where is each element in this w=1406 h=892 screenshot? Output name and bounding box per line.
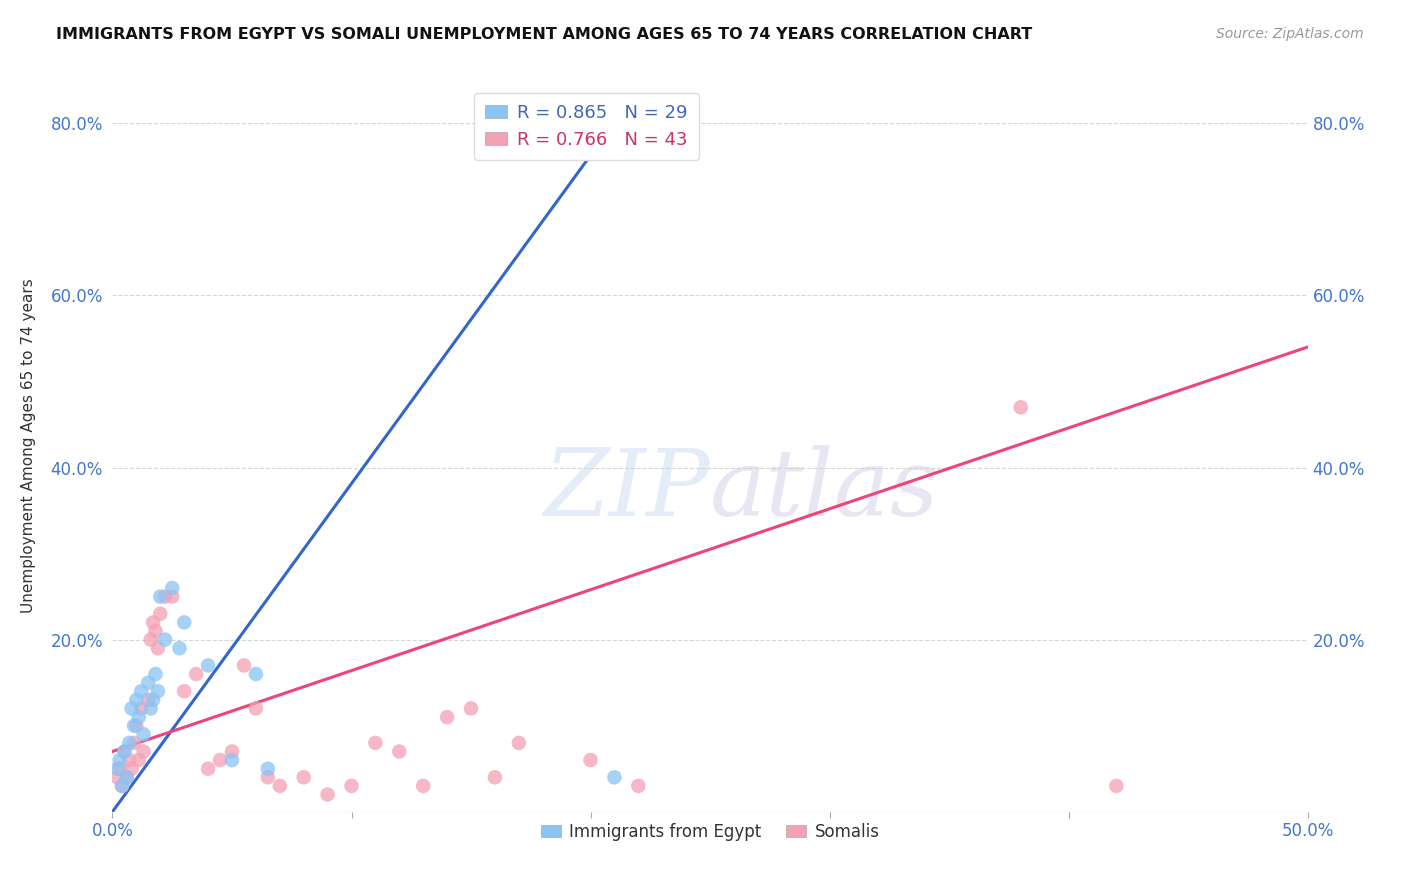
Point [111, 779, 134, 793]
Point [129, 684, 152, 698]
Point [292, 770, 315, 784]
Point [128, 710, 150, 724]
Point [146, 641, 169, 656]
Point [245, 701, 267, 715]
Point [105, 770, 128, 784]
Text: ZIP: ZIP [543, 445, 710, 535]
Point [162, 590, 183, 604]
Point [122, 719, 145, 733]
Point [132, 744, 155, 758]
Point [139, 632, 162, 647]
Point [108, 753, 131, 767]
Point [388, 744, 411, 758]
Point [316, 788, 339, 802]
Point [364, 736, 387, 750]
Point [145, 624, 167, 638]
Point [186, 667, 208, 681]
Point [412, 779, 434, 793]
Point [197, 658, 219, 673]
Point [209, 753, 232, 767]
Point [221, 753, 243, 767]
Point [149, 607, 172, 621]
Point [173, 615, 195, 630]
Point [257, 770, 280, 784]
Point [340, 779, 363, 793]
Text: atlas: atlas [710, 445, 939, 535]
Point [245, 667, 267, 681]
Point [115, 770, 138, 784]
Y-axis label: Unemployment Among Ages 65 to 74 years: Unemployment Among Ages 65 to 74 years [21, 278, 37, 614]
Point [115, 770, 138, 784]
Point [105, 762, 128, 776]
Point [138, 693, 160, 707]
Point [162, 581, 183, 595]
Point [125, 693, 148, 707]
Point [122, 736, 145, 750]
Point [142, 693, 165, 707]
Text: Source: ZipAtlas.com: Source: ZipAtlas.com [1216, 27, 1364, 41]
Point [108, 762, 131, 776]
Point [153, 590, 176, 604]
Point [1010, 401, 1032, 415]
Point [436, 710, 458, 724]
Point [114, 744, 135, 758]
Point [121, 762, 143, 776]
Point [257, 762, 280, 776]
Point [1105, 779, 1128, 793]
Point [128, 753, 150, 767]
Point [508, 125, 530, 139]
Point [169, 641, 191, 656]
Point [149, 590, 172, 604]
Point [484, 770, 506, 784]
Point [118, 736, 141, 750]
Point [138, 675, 160, 690]
Point [111, 779, 134, 793]
Point [145, 667, 167, 681]
Point [579, 753, 602, 767]
Point [146, 684, 169, 698]
Point [460, 701, 482, 715]
Point [139, 701, 162, 715]
Point [173, 684, 195, 698]
Point [125, 719, 148, 733]
Point [121, 701, 143, 715]
Point [197, 762, 219, 776]
Point [118, 753, 141, 767]
Point [603, 770, 626, 784]
Point [233, 658, 256, 673]
Text: IMMIGRANTS FROM EGYPT VS SOMALI UNEMPLOYMENT AMONG AGES 65 TO 74 YEARS CORRELATI: IMMIGRANTS FROM EGYPT VS SOMALI UNEMPLOY… [56, 27, 1032, 42]
Point [508, 736, 530, 750]
Point [132, 727, 155, 741]
Point [153, 632, 176, 647]
Point [221, 744, 243, 758]
Legend: Immigrants from Egypt, Somalis: Immigrants from Egypt, Somalis [534, 816, 886, 847]
Point [142, 615, 165, 630]
Point [568, 125, 591, 139]
Point [627, 779, 650, 793]
Point [114, 744, 135, 758]
Point [269, 779, 291, 793]
Point [129, 701, 152, 715]
